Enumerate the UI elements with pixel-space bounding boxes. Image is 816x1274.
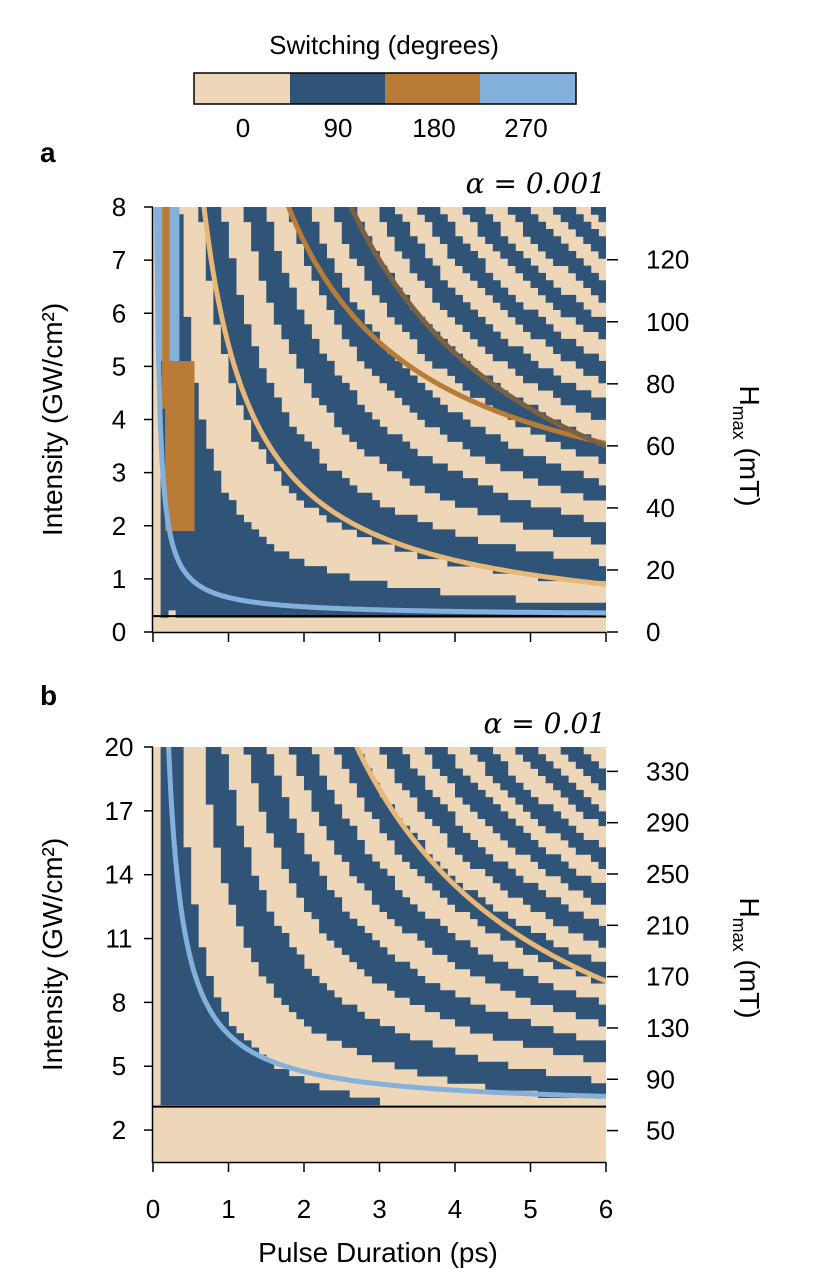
x-tick-label: 4 — [448, 1194, 462, 1224]
colorbar-tick-label: 90 — [324, 113, 353, 143]
y2-axis-label-main: H — [734, 385, 765, 405]
x-tick-label: 6 — [599, 1194, 613, 1224]
x-tick-label: 2 — [297, 1194, 311, 1224]
y2-axis-label-sub: max — [729, 406, 749, 440]
alpha-label: α = 0.001 — [466, 167, 606, 200]
plot-area — [153, 207, 606, 632]
x-tick-label: 1 — [221, 1194, 235, 1224]
y2-tick-label: 60 — [646, 431, 675, 461]
colorbar-swatch-270 — [480, 73, 576, 104]
y-axis-label: Intensity (GW/cm²) — [37, 303, 68, 536]
alpha-label: α = 0.01 — [483, 707, 606, 740]
panel-letter: a — [40, 137, 56, 168]
y-tick-label: 2 — [112, 511, 126, 541]
boundary-curve — [348, 207, 606, 449]
y2-tick-label: 20 — [646, 555, 675, 585]
y2-tick-label: 120 — [646, 245, 689, 275]
colorbar-frame — [193, 72, 577, 105]
heatmap-region-180 — [165, 361, 195, 532]
colorbar-swatch-90 — [290, 73, 385, 104]
y-tick-label: 1 — [112, 564, 126, 594]
y2-axis-label: Hmax (mT) — [729, 385, 765, 506]
colorbar-swatch-0 — [194, 73, 290, 104]
colorbar-tick-label: 0 — [236, 113, 250, 143]
y2-tick-label: 90 — [646, 1064, 675, 1094]
y-tick-label: 17 — [105, 796, 134, 826]
y-tick-label: 8 — [112, 987, 126, 1017]
y2-tick-label: 170 — [646, 962, 689, 992]
y-tick-label: 7 — [112, 245, 126, 275]
y2-tick-label: 130 — [646, 1013, 689, 1043]
y-tick-label: 4 — [112, 405, 126, 435]
y-tick-label: 5 — [112, 1051, 126, 1081]
colorbar-tick-label: 270 — [504, 113, 547, 143]
boundary-curve — [153, 207, 606, 616]
y2-tick-label: 100 — [646, 307, 689, 337]
y-tick-label: 0 — [112, 617, 126, 647]
y2-axis-label-sub: max — [729, 918, 749, 952]
heatmap-band-90 — [160, 207, 606, 618]
boundary-curve — [201, 207, 606, 587]
y2-tick-label: 290 — [646, 808, 689, 838]
y-tick-label: 11 — [106, 924, 133, 954]
boundary-curve — [354, 747, 606, 984]
colorbar: Switching (degrees) 0 90 180 270 — [193, 30, 577, 143]
plot-area — [153, 747, 606, 1162]
heatmap-region-180 — [162, 207, 170, 409]
x-tick-label: 0 — [146, 1194, 160, 1224]
colorbar-title: Switching (degrees) — [269, 30, 499, 60]
y-tick-label: 3 — [112, 458, 126, 488]
y2-axis-label-main: H — [734, 897, 765, 917]
boundary-curve — [285, 207, 606, 446]
y-axis-label: Intensity (GW/cm²) — [37, 838, 68, 1071]
y2-tick-label: 0 — [646, 617, 660, 647]
y2-axis-label: Hmax (mT) — [729, 897, 765, 1018]
y-tick-label: 20 — [105, 732, 134, 762]
y2-tick-label: 210 — [646, 910, 689, 940]
panel-b: 2 5 8 11 14 17 20 50 90 130 170 210 250 290 330 0 1 2 3 4 5 6… — [37, 707, 765, 1224]
y-tick-label: 2 — [112, 1115, 126, 1145]
y2-tick-label: 50 — [646, 1116, 675, 1146]
x-tick-label: 3 — [372, 1194, 386, 1224]
y2-tick-label: 250 — [646, 859, 689, 889]
colorbar-tick-label: 180 — [412, 113, 455, 143]
y-tick-label: 6 — [112, 298, 126, 328]
colorbar-swatch-180 — [385, 73, 480, 104]
x-tick-label: 5 — [523, 1194, 537, 1224]
y2-tick-label: 40 — [646, 493, 675, 523]
panel-letter: b — [40, 680, 57, 711]
heatmap-band-90 — [160, 747, 606, 1106]
y2-axis-label-unit: (mT) — [734, 952, 765, 1019]
y2-axis-label-unit: (mT) — [734, 440, 765, 507]
y2-tick-label: 330 — [646, 756, 689, 786]
y-tick-label: 14 — [105, 860, 134, 890]
boundary-curve — [166, 747, 606, 1099]
y-tick-label: 8 — [112, 192, 126, 222]
y-tick-label: 5 — [112, 351, 126, 381]
y2-tick-label: 80 — [646, 369, 675, 399]
x-axis-label: Pulse Duration (ps) — [258, 1237, 498, 1268]
